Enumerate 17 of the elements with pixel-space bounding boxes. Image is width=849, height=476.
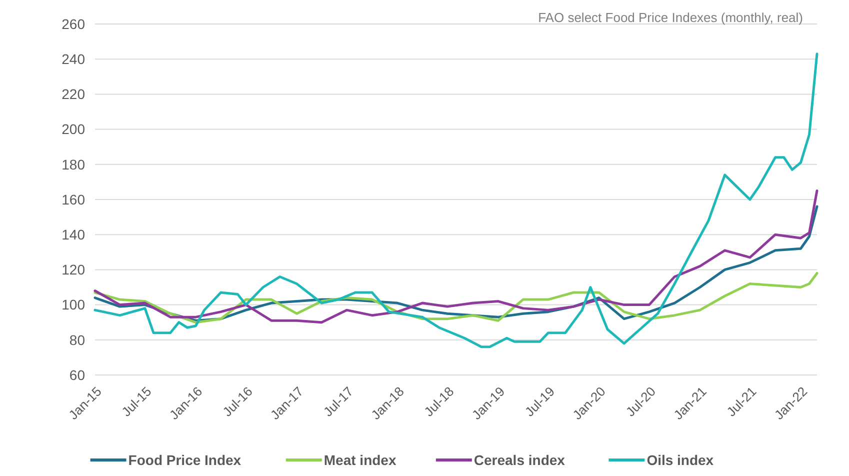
y-tick-label: 240	[62, 51, 86, 67]
legend-label: Oils index	[646, 452, 714, 468]
legend-label: Food Price Index	[128, 452, 242, 468]
y-tick-label: 220	[62, 86, 86, 102]
y-tick-label: 180	[62, 156, 86, 172]
y-tick-label: 160	[62, 191, 86, 208]
chart-title: FAO select Food Price Indexes (monthly, real)	[538, 10, 803, 25]
line-series	[94, 52, 818, 348]
y-tick-label: 80	[69, 332, 86, 348]
y-tick-label: 200	[62, 121, 86, 138]
y-tick-label: 140	[62, 226, 86, 242]
y-tick-label: 60	[69, 366, 86, 383]
legend-label: Meat index	[324, 452, 396, 468]
legend-label: Cereals index	[474, 452, 566, 468]
y-tick-label: 120	[62, 262, 86, 278]
y-tick-label: 260	[62, 16, 86, 32]
y-tick-label: 100	[62, 296, 86, 313]
